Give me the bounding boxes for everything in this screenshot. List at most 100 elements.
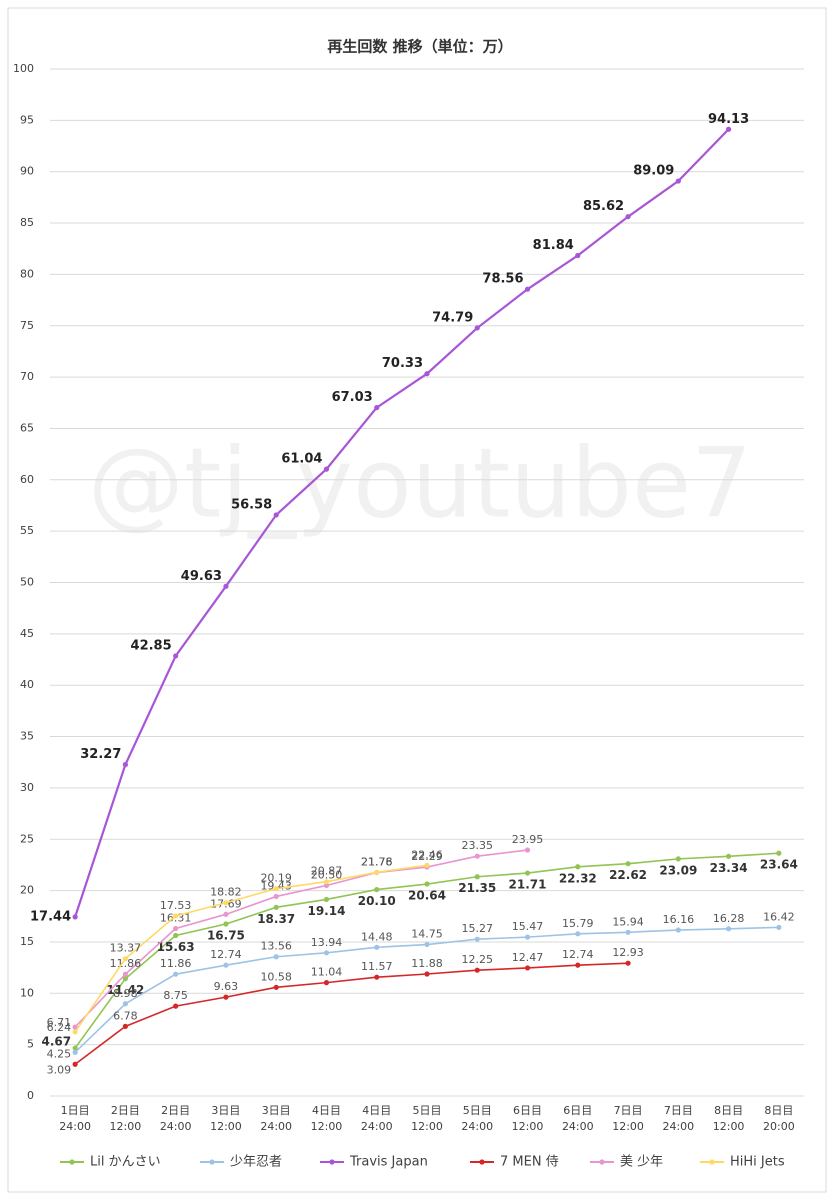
data-point bbox=[575, 864, 581, 870]
x-tick-label: 2日目 24:00 bbox=[160, 1104, 192, 1133]
data-point bbox=[72, 1045, 78, 1051]
data-label: 12.47 bbox=[512, 951, 544, 964]
x-tick-label: 8日目 20:00 bbox=[763, 1104, 795, 1133]
data-point bbox=[273, 886, 279, 892]
data-point bbox=[524, 847, 531, 853]
data-point bbox=[223, 583, 229, 589]
data-point bbox=[524, 965, 531, 971]
series-line bbox=[74, 962, 629, 1065]
x-tick-label: 5日目 24:00 bbox=[461, 1104, 493, 1133]
y-tick-label: 20 bbox=[20, 884, 34, 897]
chart-frame bbox=[7, 7, 827, 1193]
y-tick-label: 30 bbox=[20, 781, 34, 794]
data-point bbox=[675, 927, 681, 933]
y-tick-label: 35 bbox=[20, 730, 34, 743]
legend-label: 7 MEN 侍 bbox=[500, 1155, 559, 1170]
data-point bbox=[122, 971, 128, 977]
data-label: 16.16 bbox=[663, 913, 695, 926]
data-point bbox=[122, 956, 128, 962]
data-point bbox=[72, 1029, 78, 1035]
x-tick-label: 4日目 24:00 bbox=[361, 1104, 393, 1133]
watermark: @tj_youtube7 bbox=[88, 427, 752, 539]
legend-marker bbox=[329, 1159, 335, 1165]
data-label: 20.87 bbox=[311, 865, 343, 878]
y-tick-label: 100 bbox=[13, 62, 34, 75]
y-tick-label: 10 bbox=[20, 986, 34, 999]
data-point bbox=[122, 761, 128, 768]
data-label: 13.94 bbox=[311, 936, 343, 949]
data-point bbox=[72, 1061, 78, 1067]
data-point bbox=[625, 861, 631, 867]
y-tick-label: 50 bbox=[20, 576, 34, 589]
data-point bbox=[273, 893, 279, 900]
data-label: 11.88 bbox=[411, 957, 443, 970]
legend-label: HiHi Jets bbox=[730, 1155, 785, 1170]
data-point bbox=[524, 286, 531, 292]
data-point bbox=[323, 896, 330, 903]
data-point bbox=[223, 994, 229, 1000]
data-label: 11.04 bbox=[311, 966, 343, 979]
data-point bbox=[625, 929, 631, 935]
data-point bbox=[173, 1003, 179, 1009]
data-point bbox=[173, 925, 179, 932]
data-label: 21.78 bbox=[361, 855, 393, 868]
data-label: 11.86 bbox=[160, 957, 192, 970]
data-label: 23.09 bbox=[659, 863, 697, 877]
data-label: 22.46 bbox=[411, 848, 443, 861]
data-point bbox=[776, 924, 782, 930]
x-tick-label: 4日目 12:00 bbox=[311, 1104, 343, 1133]
data-point bbox=[223, 911, 229, 917]
data-point bbox=[575, 931, 581, 937]
data-label: 8.75 bbox=[163, 989, 188, 1002]
data-label: 21.71 bbox=[509, 878, 547, 892]
data-label: 56.58 bbox=[231, 497, 272, 512]
chart-title: 再生回数 推移（単位：万） bbox=[327, 38, 512, 56]
data-label: 11.86 bbox=[110, 957, 142, 970]
data-point bbox=[424, 881, 430, 887]
data-label: 70.33 bbox=[382, 356, 423, 371]
legend-label: 美 少年 bbox=[620, 1155, 663, 1170]
data-label: 15.79 bbox=[562, 917, 594, 930]
data-point bbox=[323, 882, 330, 889]
y-tick-label: 95 bbox=[20, 113, 34, 126]
y-tick-label: 80 bbox=[20, 267, 34, 280]
data-label: 12.74 bbox=[210, 948, 242, 961]
data-label: 78.56 bbox=[482, 272, 523, 287]
data-point bbox=[374, 886, 380, 893]
data-label: 18.37 bbox=[257, 912, 295, 926]
data-label: 4.25 bbox=[47, 1047, 72, 1060]
data-point bbox=[72, 1024, 78, 1030]
data-point bbox=[273, 984, 279, 990]
y-tick-label: 40 bbox=[20, 678, 34, 691]
data-label: 22.29 bbox=[411, 850, 443, 863]
x-tick-label: 6日目 12:00 bbox=[512, 1104, 544, 1133]
data-label: 13.37 bbox=[110, 942, 142, 955]
y-tick-label: 5 bbox=[27, 1038, 34, 1051]
data-label: 89.09 bbox=[633, 164, 674, 179]
x-tick-label: 7日目 24:00 bbox=[662, 1104, 694, 1133]
data-label: 6.71 bbox=[47, 1016, 72, 1029]
x-tick-label: 1日目 24:00 bbox=[59, 1104, 91, 1133]
legend-label: Travis Japan bbox=[349, 1155, 428, 1170]
y-tick-label: 85 bbox=[20, 216, 34, 229]
series-line bbox=[74, 849, 528, 1028]
data-label: 21.76 bbox=[361, 856, 393, 869]
data-point bbox=[273, 512, 279, 518]
data-label: 21.35 bbox=[458, 881, 496, 895]
data-label: 22.62 bbox=[609, 868, 647, 882]
data-label: 13.56 bbox=[260, 940, 292, 953]
x-tick-label: 5日目 12:00 bbox=[411, 1104, 443, 1133]
data-label: 19.43 bbox=[260, 879, 292, 892]
data-label: 17.44 bbox=[30, 909, 71, 924]
data-label: 6.24 bbox=[47, 1021, 72, 1034]
data-label: 94.13 bbox=[708, 112, 749, 127]
data-label: 20.50 bbox=[311, 868, 343, 881]
legend-marker bbox=[709, 1159, 715, 1165]
data-point bbox=[273, 904, 279, 910]
data-label: 18.82 bbox=[210, 886, 242, 899]
data-point bbox=[173, 653, 179, 659]
data-label: 10.58 bbox=[260, 970, 292, 983]
data-point bbox=[72, 914, 78, 920]
data-label: 23.95 bbox=[512, 833, 544, 846]
